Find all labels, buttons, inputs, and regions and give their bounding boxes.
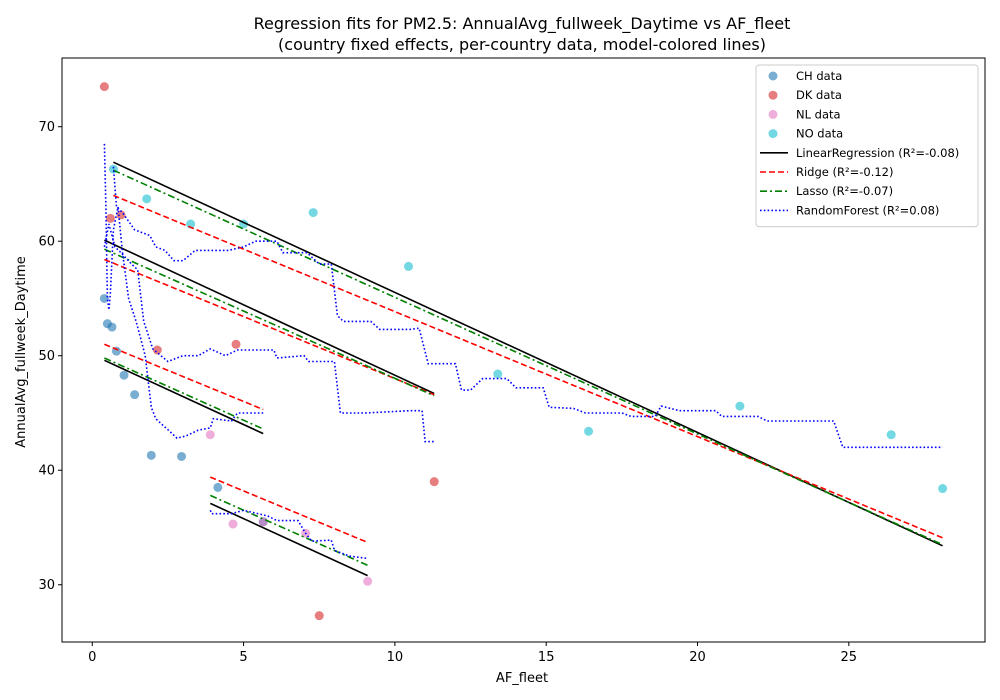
x-tick-label: 10: [387, 650, 404, 665]
legend-label: NL data: [796, 107, 841, 121]
plot-area: 0 5 10 15 20 25 30 40 50 60 70: [38, 57, 986, 665]
scatter-point-no-10: [938, 484, 948, 494]
legend: CH data DK data NL data NO data LinearRegres…: [755, 64, 979, 228]
scatter-point-nl-2: [258, 517, 268, 527]
fit-line-ridge-3: [113, 194, 943, 539]
fit-line-lasso-3: [113, 169, 943, 546]
scatter-point-dk-2: [116, 210, 126, 220]
scatter-point-nl-4: [363, 576, 373, 586]
x-tick-label: 20: [689, 650, 706, 665]
scatter-point-ch-2: [107, 322, 117, 332]
legend-label: Ridge (R²=-0.12): [796, 165, 893, 179]
fit-line-linearregression-1: [104, 239, 435, 395]
scatter-point-ch-8: [213, 482, 223, 492]
fit-line-lasso-2: [209, 494, 368, 567]
scatter-point-no-5: [404, 261, 414, 271]
fit-line-lasso-0: [104, 357, 264, 430]
scatter-point-nl-0: [205, 430, 215, 440]
fit-line-randomforest-0: [103, 143, 264, 440]
legend-label: Lasso (R²=-0.07): [796, 184, 893, 198]
fit-line-randomforest-1: [103, 223, 435, 443]
scatter-point-nl-1: [228, 519, 238, 529]
fit-line-ridge-0: [104, 343, 264, 411]
scatter-point-dk-5: [314, 611, 324, 621]
scatter-point-dk-6: [429, 477, 439, 487]
legend-marker: [768, 90, 778, 100]
legend-label: NO data: [796, 127, 843, 141]
scatter-point-ch-6: [146, 450, 156, 460]
x-tick-label: 0: [88, 650, 96, 665]
scatter-point-dk-3: [152, 345, 162, 355]
legend-label: RandomForest (R²=0.08): [796, 203, 939, 217]
fit-line-linearregression-0: [104, 359, 264, 435]
y-tick-label: 50: [38, 349, 55, 364]
fit-line-ridge-1: [104, 258, 435, 396]
x-axis-label: AF_fleet: [496, 671, 548, 686]
fit-line-lasso-1: [104, 248, 435, 397]
scatter-point-ch-0: [99, 293, 109, 303]
legend-marker: [768, 129, 778, 139]
scatter-point-no-7: [584, 426, 594, 436]
x-tick-label: 5: [239, 650, 247, 665]
chart-subtitle: (country fixed effects, per-country data…: [278, 35, 766, 54]
y-axis-label: AnnualAvg_fullweek_Daytime: [14, 256, 29, 448]
x-tick-label: 15: [538, 650, 555, 665]
scatter-point-no-6: [493, 369, 503, 379]
fit-line-ridge-2: [209, 476, 368, 544]
fit-line-linearregression-3: [113, 161, 943, 547]
axes-frame: [61, 57, 986, 643]
scatter-point-ch-4: [119, 370, 129, 380]
scatter-point-dk-0: [99, 82, 109, 92]
legend-box: [755, 64, 979, 228]
y-tick-label: 60: [38, 235, 55, 250]
scatter-point-ch-7: [177, 451, 187, 461]
fit-line-randomforest-2: [209, 509, 368, 560]
legend-label: DK data: [796, 88, 842, 102]
y-tick-label: 40: [38, 464, 55, 479]
scatter-point-no-4: [308, 208, 318, 218]
chart-title: Regression fits for PM2.5: AnnualAvg_ful…: [254, 14, 791, 34]
legend-label: CH data: [796, 69, 842, 83]
scatter-point-dk-4: [231, 339, 241, 349]
fit-line-randomforest-3: [112, 166, 943, 449]
scatter-point-dk-1: [105, 213, 115, 223]
legend-marker: [768, 71, 778, 81]
y-tick-label: 70: [38, 120, 55, 135]
scatter-point-no-8: [735, 401, 745, 411]
x-tick-label: 25: [841, 650, 858, 665]
scatter-point-ch-5: [130, 390, 140, 400]
scatter-point-no-9: [886, 430, 896, 440]
y-tick-label: 30: [38, 578, 55, 593]
scatter-point-no-1: [142, 194, 152, 204]
legend-marker: [768, 109, 778, 119]
fit-line-linearregression-2: [209, 502, 368, 577]
legend-label: LinearRegression (R²=-0.08): [796, 146, 959, 160]
